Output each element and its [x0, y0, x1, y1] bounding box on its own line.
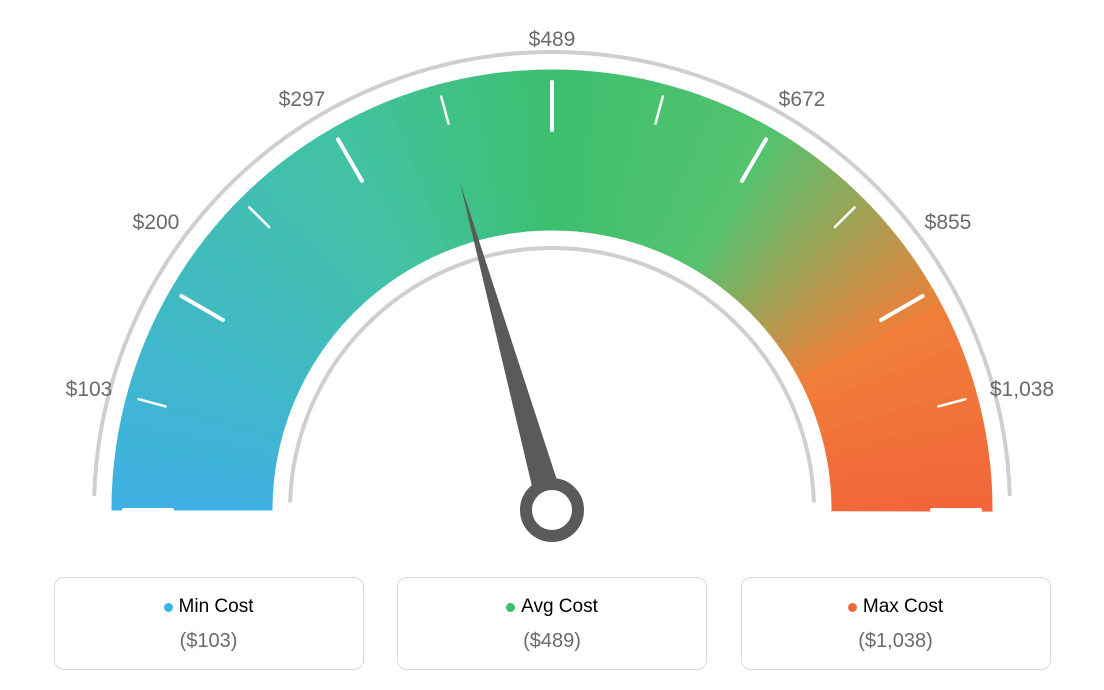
cost-gauge-chart: $103 $200 $297 $489 $672 $855 $1,038 Min Cost … — [0, 0, 1104, 690]
legend-value-max: ($1,038) — [752, 630, 1040, 653]
gauge-tick-label: $1,038 — [990, 378, 1054, 402]
legend-title-avg: Avg Cost — [506, 596, 598, 618]
legend-value-avg: ($489) — [408, 630, 696, 653]
gauge-tick-label: $489 — [529, 28, 576, 52]
legend-card-avg: Avg Cost ($489) — [397, 577, 707, 670]
gauge-tick-label: $672 — [779, 88, 826, 112]
dot-icon-avg — [506, 603, 515, 612]
legend-title-max-label: Max Cost — [863, 596, 943, 618]
dot-icon-min — [164, 603, 173, 612]
legend-title-avg-label: Avg Cost — [521, 596, 598, 618]
dot-icon-max — [848, 603, 857, 612]
legend-title-max: Max Cost — [848, 596, 943, 618]
gauge-panel: $103 $200 $297 $489 $672 $855 $1,038 — [0, 0, 1104, 560]
gauge-tick-label: $200 — [133, 211, 180, 235]
legend-card-max: Max Cost ($1,038) — [741, 577, 1051, 670]
legend-card-min: Min Cost ($103) — [54, 577, 364, 670]
gauge-svg — [0, 0, 1104, 560]
legend-title-min-label: Min Cost — [179, 596, 254, 618]
legend-title-min: Min Cost — [164, 596, 254, 618]
gauge-tick-label: $855 — [925, 211, 972, 235]
gauge-tick-label: $297 — [279, 88, 326, 112]
gauge-tick-label: $103 — [66, 378, 113, 402]
legend-row: Min Cost ($103) Avg Cost ($489) Max Cost… — [0, 577, 1104, 670]
legend-value-min: ($103) — [65, 630, 353, 653]
